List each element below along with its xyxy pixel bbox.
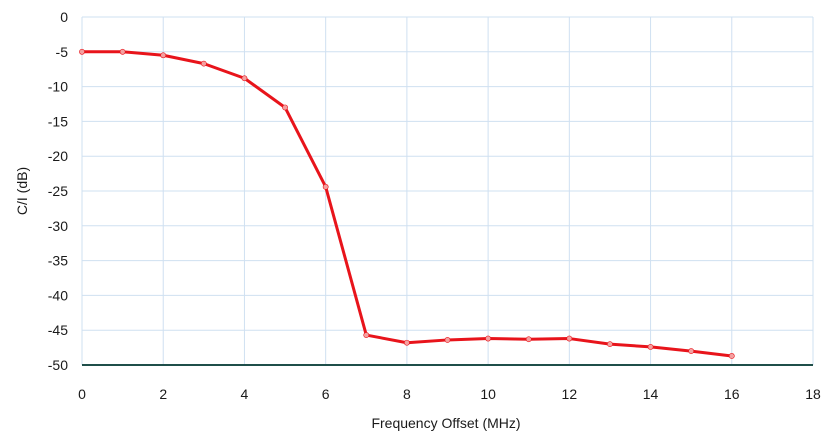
y-tick-label: -30	[48, 218, 68, 234]
x-tick-label: 12	[562, 386, 578, 402]
data-point	[119, 48, 126, 55]
data-point	[282, 104, 288, 111]
x-axis-title: Frequency Offset (MHz)	[371, 415, 520, 431]
data-point	[647, 344, 654, 350]
data-point	[241, 75, 248, 82]
data-point	[688, 348, 695, 354]
y-tick-label: -25	[48, 183, 68, 199]
x-tick-label: 8	[403, 386, 411, 402]
data-point	[200, 60, 207, 67]
y-tick-label: -20	[48, 148, 68, 164]
x-tick-label: 6	[322, 386, 330, 402]
x-tick-label: 0	[78, 386, 86, 402]
x-tick-label: 14	[643, 386, 659, 402]
series	[79, 48, 735, 359]
y-tick-label: -35	[48, 253, 68, 269]
y-tick-label: -40	[48, 287, 68, 303]
data-point	[485, 335, 492, 342]
data-point	[322, 183, 329, 190]
y-tick-label: -45	[48, 322, 68, 338]
data-point	[444, 337, 451, 343]
x-tick-label: 2	[159, 386, 167, 402]
x-tick-label: 18	[805, 386, 821, 402]
x-tick-label: 4	[241, 386, 249, 402]
data-point	[728, 353, 735, 359]
x-tick-label: 10	[480, 386, 496, 402]
tick-labels: 0 2 4 6 8 10 12 14 16 18 0 -5 -10 -15 -20 -25 -30 -35 -40 -…	[48, 9, 821, 402]
data-point	[566, 335, 573, 342]
grid	[81, 16, 814, 365]
y-tick-label: -15	[48, 113, 68, 129]
data-point	[403, 339, 410, 346]
x-tick-label: 16	[724, 386, 740, 402]
data-point	[363, 332, 370, 338]
data-point	[525, 336, 532, 343]
y-tick-label: -50	[48, 357, 68, 373]
data-point	[160, 52, 167, 59]
y-tick-label: -10	[48, 79, 68, 95]
y-axis-title: C/I (dB)	[14, 167, 30, 215]
data-point	[607, 341, 613, 348]
data-point	[79, 48, 85, 55]
y-tick-label: 0	[60, 9, 68, 25]
y-tick-label: -5	[56, 44, 69, 60]
